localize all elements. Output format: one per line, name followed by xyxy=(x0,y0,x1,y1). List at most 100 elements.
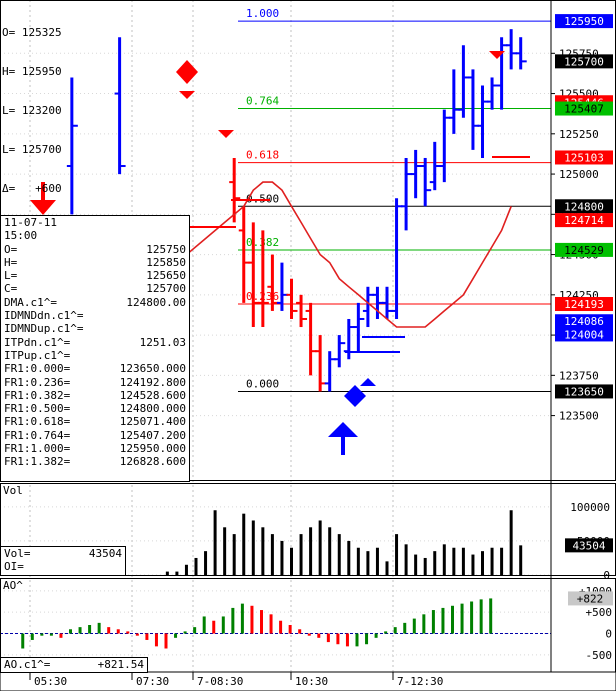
fib-level-label: 1.000 xyxy=(246,7,279,20)
data-row: ITPup.c1^= xyxy=(4,348,71,362)
volume-bars xyxy=(165,510,523,575)
vol-tick-label: 100000 xyxy=(570,501,610,514)
x-axis-strip xyxy=(0,671,616,691)
price-tag: 125700 xyxy=(555,54,613,68)
price-tag-text: 124193 xyxy=(564,298,604,311)
vol-row: Vol= 43504 xyxy=(4,547,122,560)
price-tag-bg xyxy=(555,242,613,257)
data-row: FR1:0.236= 124192.800 xyxy=(4,375,186,389)
price-tag: 124193 xyxy=(555,297,613,312)
price-bar xyxy=(296,294,308,328)
data-row: IDMNDdn.c1^= xyxy=(4,309,84,323)
ohlc-header: O= 125325 H= 125950 L= 123200 L= 125700 … xyxy=(2,0,62,208)
price-tag: 125950 xyxy=(555,14,613,29)
price-tag-bg xyxy=(555,297,613,312)
header-line: H= 125950 xyxy=(2,65,62,78)
vol-panel-label: Vol xyxy=(3,484,23,497)
ao-tick-label: -500 xyxy=(586,649,613,662)
data-row: C= 125700 xyxy=(4,282,186,296)
buy-diamond-icon xyxy=(344,385,366,407)
fib-level-label: 0.000 xyxy=(246,377,279,390)
ao-last-tag-text: +822 xyxy=(577,592,604,605)
price-bar xyxy=(257,230,269,328)
price-tag: 124714 xyxy=(555,213,613,228)
price-bar xyxy=(420,157,432,207)
header-line: L= 125700 xyxy=(2,143,62,156)
dma-polyline xyxy=(166,181,512,328)
data-row: FR1:0.764= 125407.200 xyxy=(4,428,186,442)
price-tag-text: 124800 xyxy=(564,200,604,213)
data-window: 11-07-11 15:00 O= 125750 H= 125850 L= 12565… xyxy=(0,215,190,482)
price-tags: 1259501257001254461254071251031248001247… xyxy=(555,14,613,606)
price-tag: 124800 xyxy=(555,199,613,214)
price-tick-label: 125000 xyxy=(559,168,599,181)
price-tag-text: 124004 xyxy=(564,328,604,341)
fib-level-label: 0.500 xyxy=(246,192,279,205)
ao-tick-label: 0 xyxy=(605,628,612,641)
data-row: H= 125850 xyxy=(4,255,186,269)
price-bar xyxy=(114,37,126,175)
data-row: FR1:0.500= 124800.000 xyxy=(4,402,186,416)
price-bar xyxy=(286,278,298,319)
price-tag-bg xyxy=(555,327,613,342)
x-tick-label: 05:30 xyxy=(34,675,67,688)
price-tag: 125407 xyxy=(555,101,613,116)
ao-tick-label: +500 xyxy=(586,606,613,619)
price-tag: 124529 xyxy=(555,242,613,257)
fib-level-label: 0.618 xyxy=(246,149,279,162)
vol-last-tag-text: 43504 xyxy=(572,539,605,552)
data-row: IDMNDup.c1^= xyxy=(4,322,84,336)
data-window-date: 11-07-11 xyxy=(4,216,57,229)
data-row: FR1:0.618= 125071.400 xyxy=(4,415,186,429)
sell-diamond-icon xyxy=(176,60,198,84)
price-tag-bg xyxy=(555,150,613,165)
signal-markers xyxy=(30,51,530,455)
price-tag: 124004 xyxy=(555,327,613,342)
fib-level-label: 0.764 xyxy=(246,95,279,108)
x-tick-label: 10:30 xyxy=(295,675,328,688)
ao-bars xyxy=(21,598,493,649)
oi-row: OI= xyxy=(4,560,24,574)
x-tick-label: 7-12:30 xyxy=(397,675,443,688)
price-bar xyxy=(66,77,78,215)
data-row: ITPdn.c1^= 1251.03 xyxy=(4,335,186,349)
price-tag-text: 125407 xyxy=(564,103,604,116)
price-tag-bg xyxy=(555,314,613,329)
buy-triangle-icon xyxy=(360,378,376,386)
data-row: DMA.c1^= 124800.00 xyxy=(4,295,186,309)
price-tag-bg xyxy=(555,199,613,214)
price-tag-text: 125950 xyxy=(564,15,604,28)
price-bar xyxy=(334,335,346,368)
buy-arrow-icon xyxy=(341,437,345,455)
data-row: L= 125650 xyxy=(4,269,186,283)
price-tag-text: 124086 xyxy=(564,315,604,328)
ao-last-tag xyxy=(568,591,613,606)
x-tick-label: 07:30 xyxy=(136,675,169,688)
price-tag-text: 123650 xyxy=(564,385,604,398)
price-tag-text: 124714 xyxy=(564,214,604,227)
vol-tick-label: 0 xyxy=(603,569,610,582)
ao-window: AO.c1^= +821.54 xyxy=(0,657,148,673)
price-tag-bg xyxy=(555,14,613,29)
ao-panel-label: AO^ xyxy=(3,579,23,592)
price-bar xyxy=(229,157,241,223)
sell-triangle-icon xyxy=(218,130,234,138)
price-tag-text: 124529 xyxy=(564,244,604,257)
data-window-time: 15:00 xyxy=(4,229,38,243)
sell-arrow-icon xyxy=(41,182,45,200)
sell-triangle-icon xyxy=(179,91,195,99)
dma-line xyxy=(166,181,512,328)
x-axis: 05:30 07:30 7-08:30 10:30 7-12:30 xyxy=(0,671,616,691)
price-tick-label: 125250 xyxy=(559,128,599,141)
header-line: O= 125325 xyxy=(2,26,62,39)
data-row: FR1:1.000= 125950.000 xyxy=(4,442,186,456)
price-tag-text: 125103 xyxy=(564,151,604,164)
data-row: FR1:0.382= 124528.600 xyxy=(4,388,186,402)
price-tag: 123650 xyxy=(555,384,613,399)
buy-arrow-icon xyxy=(328,422,358,437)
price-tag-bg xyxy=(555,54,613,69)
price-tag-bg xyxy=(555,213,613,228)
price-tag: 124086 xyxy=(555,314,613,329)
sell-arrow-icon xyxy=(30,200,56,215)
